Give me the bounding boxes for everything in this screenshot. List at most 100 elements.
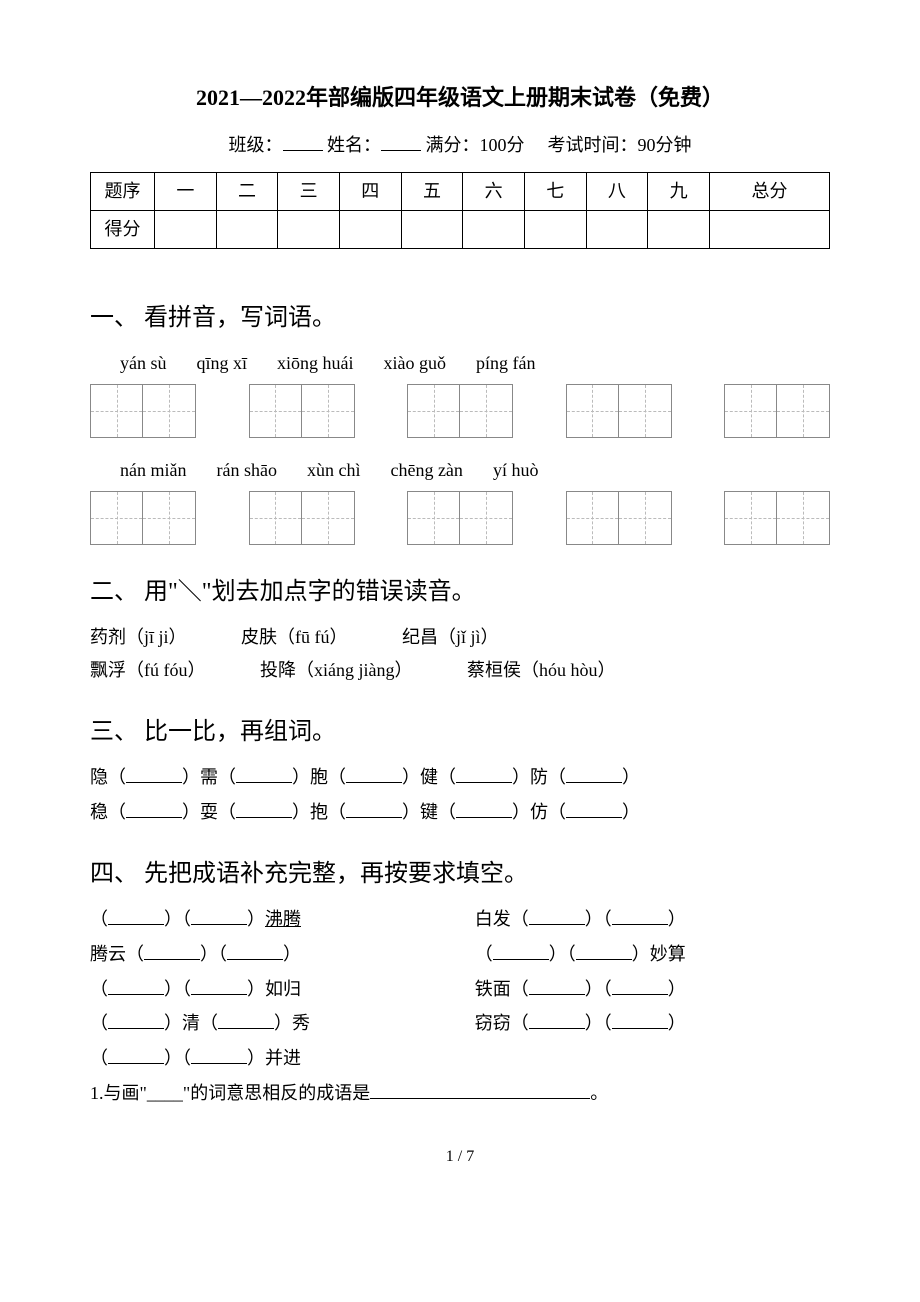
- q4-blank[interactable]: [612, 1011, 668, 1029]
- col-header: 五: [401, 172, 463, 210]
- q3-char: 耍: [200, 802, 218, 822]
- q3-blank[interactable]: [566, 800, 622, 818]
- q4-blank[interactable]: [612, 977, 668, 995]
- class-blank[interactable]: [283, 133, 323, 151]
- q2-word: 蔡桓侯: [467, 656, 521, 685]
- char-box-group[interactable]: [566, 491, 672, 545]
- score-cell[interactable]: [463, 210, 525, 248]
- q3-char: 需: [200, 767, 218, 787]
- pinyin: píng fán: [476, 349, 535, 378]
- q4-blank[interactable]: [218, 1011, 274, 1029]
- char-box-group[interactable]: [724, 384, 830, 438]
- q4-row: （）（）沸腾 白发（）（）: [90, 905, 830, 934]
- score-cell[interactable]: [648, 210, 710, 248]
- q2-line: 药剂（jī ji） 皮肤（fū fú） 纪昌（jǐ jì）: [90, 623, 830, 652]
- q4-blank[interactable]: [529, 907, 585, 925]
- q3-blank[interactable]: [236, 765, 292, 783]
- q4-row: 腾云（）（） （）（）妙算: [90, 940, 830, 969]
- q4-sub1: 1.与画"____"的词意思相反的成语是 。: [90, 1079, 830, 1108]
- q3-blank[interactable]: [236, 800, 292, 818]
- q2-word: 纪昌: [402, 623, 438, 652]
- char-box-group[interactable]: [249, 491, 355, 545]
- pinyin: rán shāo: [216, 456, 276, 485]
- name-label: 姓名：: [327, 135, 381, 155]
- q3-blank[interactable]: [346, 800, 402, 818]
- score-cell[interactable]: [401, 210, 463, 248]
- table-row: 题序 一 二 三 四 五 六 七 八 九 总分: [91, 172, 830, 210]
- q3-blank[interactable]: [346, 765, 402, 783]
- char-box-group[interactable]: [249, 384, 355, 438]
- q4-blank[interactable]: [227, 942, 283, 960]
- col-header: 四: [339, 172, 401, 210]
- q3-char: 键: [420, 802, 438, 822]
- q4-blank[interactable]: [191, 977, 247, 995]
- char-box-group[interactable]: [90, 491, 196, 545]
- char-box-group[interactable]: [566, 384, 672, 438]
- class-label: 班级：: [229, 135, 283, 155]
- score-table: 题序 一 二 三 四 五 六 七 八 九 总分 得分: [90, 172, 830, 249]
- char-box-group[interactable]: [407, 384, 513, 438]
- q4-blank[interactable]: [529, 977, 585, 995]
- q4-sub1-text: 1.与画"____"的词意思相反的成语是: [90, 1083, 370, 1103]
- exam-meta: 班级： 姓名： 满分：100分 考试时间：90分钟: [90, 131, 830, 160]
- time-value: 90分钟: [638, 135, 692, 155]
- q4-blank[interactable]: [108, 1011, 164, 1029]
- pinyin: nán miǎn: [120, 456, 186, 485]
- table-row: 得分: [91, 210, 830, 248]
- q4-word: 窃窃: [475, 1013, 511, 1033]
- q2-word: 皮肤: [241, 623, 277, 652]
- q4-blank[interactable]: [108, 1046, 164, 1064]
- q3-blank[interactable]: [456, 800, 512, 818]
- score-cell[interactable]: [339, 210, 401, 248]
- col-header: 九: [648, 172, 710, 210]
- char-box-row: [90, 491, 830, 545]
- col-header: 七: [524, 172, 586, 210]
- score-cell[interactable]: [155, 210, 217, 248]
- q4-blank[interactable]: [108, 907, 164, 925]
- q4-sub1-blank[interactable]: [370, 1081, 590, 1099]
- q4-blank[interactable]: [191, 1046, 247, 1064]
- q4-blank[interactable]: [576, 942, 632, 960]
- q4-blank[interactable]: [612, 907, 668, 925]
- char-box-group[interactable]: [407, 491, 513, 545]
- name-blank[interactable]: [381, 133, 421, 151]
- q3-line: 稳（）耍（）抱（）键（）仿（）: [90, 798, 830, 827]
- char-box-group[interactable]: [90, 384, 196, 438]
- score-cell[interactable]: [524, 210, 586, 248]
- score-cell[interactable]: [709, 210, 829, 248]
- col-header: 八: [586, 172, 648, 210]
- q4-blank[interactable]: [144, 942, 200, 960]
- q3-blank[interactable]: [456, 765, 512, 783]
- q3-blank[interactable]: [566, 765, 622, 783]
- q3-char: 胞: [310, 767, 328, 787]
- page-number: 1 / 7: [90, 1144, 830, 1170]
- q3-char: 防: [530, 767, 548, 787]
- pinyin: xiōng huái: [277, 349, 354, 378]
- q1-heading: 一、 看拼音，写词语。: [90, 299, 830, 337]
- col-header: 六: [463, 172, 525, 210]
- q3-blank[interactable]: [126, 800, 182, 818]
- q4-blank[interactable]: [108, 977, 164, 995]
- q2-reading: （jī ji）: [126, 623, 187, 652]
- q4-word: 如归: [265, 979, 301, 999]
- score-cell[interactable]: [278, 210, 340, 248]
- char-box-group[interactable]: [724, 491, 830, 545]
- q3-line: 隐（）需（）胞（）健（）防（）: [90, 763, 830, 792]
- col-header: 一: [155, 172, 217, 210]
- q4-sub1-end: 。: [590, 1083, 608, 1103]
- q3-heading: 三、 比一比，再组词。: [90, 713, 830, 751]
- q4-word-underlined: 沸腾: [265, 909, 301, 929]
- row-label: 题序: [91, 172, 155, 210]
- score-cell[interactable]: [216, 210, 278, 248]
- col-header: 三: [278, 172, 340, 210]
- pinyin: xiào guǒ: [384, 349, 447, 378]
- score-cell[interactable]: [586, 210, 648, 248]
- q4-blank[interactable]: [191, 907, 247, 925]
- exam-title: 2021—2022年部编版四年级语文上册期末试卷（免费）: [90, 80, 830, 115]
- q4-word: 铁面: [475, 979, 511, 999]
- q4-blank[interactable]: [529, 1011, 585, 1029]
- q3-blank[interactable]: [126, 765, 182, 783]
- q4-blank[interactable]: [493, 942, 549, 960]
- q4-row: （）清（）秀 窃窃（）（）: [90, 1009, 830, 1038]
- q4-heading: 四、 先把成语补充完整，再按要求填空。: [90, 855, 830, 893]
